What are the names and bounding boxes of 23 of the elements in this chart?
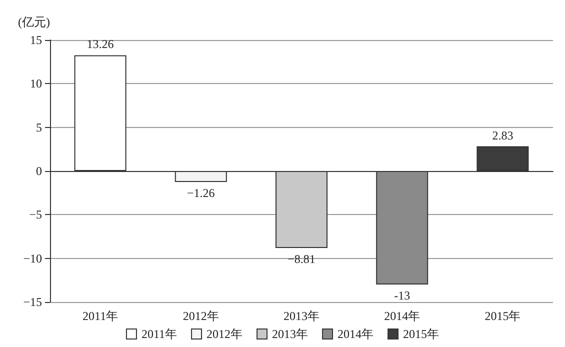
x-tick-label: 2011年 [82, 309, 118, 323]
legend-label: 2015年 [403, 327, 440, 341]
data-label: -13 [394, 288, 410, 303]
y-tick-label: −15 [23, 295, 42, 309]
legend-label: 2014年 [338, 327, 374, 341]
y-tick-label: −10 [23, 251, 42, 266]
y-tick-label: 15 [30, 33, 42, 47]
data-label: 13.26 [86, 37, 114, 52]
legend-label: 2012年 [206, 327, 243, 341]
data-label: −1.26 [187, 186, 215, 200]
y-tick-label: 0 [36, 164, 42, 178]
legend-label: 2011年 [141, 327, 178, 341]
x-tick-label: 2013年 [284, 309, 320, 323]
x-tick-label: 2014年 [384, 309, 420, 323]
y-axis-title: (亿元) [18, 15, 50, 29]
y-tick-label: −5 [29, 208, 42, 222]
legend-label: 2013年 [272, 327, 308, 341]
x-tick-label: 2012年 [182, 309, 219, 323]
y-tick-label: 5 [36, 120, 42, 134]
data-label: −8.81 [288, 252, 316, 266]
data-label: 2.83 [492, 128, 514, 142]
y-tick-label: 10 [30, 76, 42, 91]
x-tick-label: 2015年 [484, 309, 521, 323]
